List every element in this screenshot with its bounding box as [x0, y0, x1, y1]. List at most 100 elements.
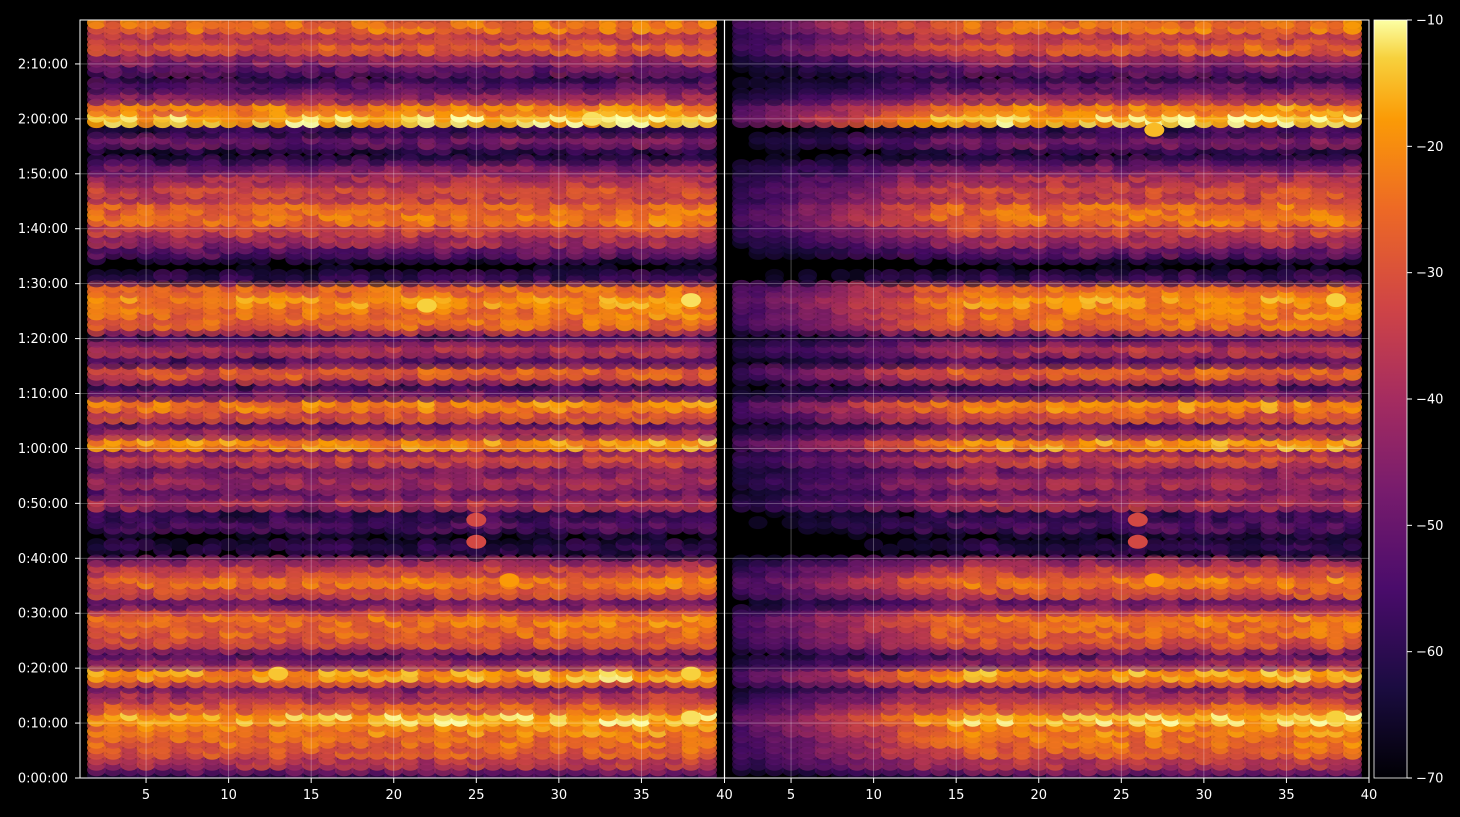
heatmap-cell [103, 153, 123, 167]
heatmap-cell [565, 554, 585, 568]
heatmap-cell [318, 153, 338, 167]
heatmap-cell [433, 268, 453, 282]
heatmap-cell [186, 543, 206, 557]
heatmap-cell [565, 263, 585, 277]
heatmap-cell [235, 554, 255, 568]
heatmap-cell [598, 263, 618, 277]
heatmap-cell [153, 76, 173, 90]
heatmap-cell [153, 538, 173, 552]
heatmap-cell [103, 554, 123, 568]
heatmap-cell [87, 538, 106, 552]
heatmap-cell [483, 538, 503, 552]
heatmap-cell [318, 263, 338, 277]
heatmap-cell [532, 554, 552, 568]
heatmap-cell [219, 268, 239, 282]
heatmap-cell [219, 76, 239, 90]
heatmap-cell [334, 538, 354, 552]
heatmap-cell [285, 153, 305, 167]
heatmap-cell [169, 153, 189, 167]
heatmap-cell [120, 153, 139, 167]
heatmap-cell [103, 538, 123, 552]
heatmap-cell [202, 538, 222, 552]
heatmap-cell [549, 153, 569, 167]
heatmap-cell [87, 76, 106, 90]
heatmap-cell [318, 554, 338, 568]
heatmap-cell [367, 538, 387, 552]
heatmap-cell [516, 268, 536, 282]
heatmap-cell [367, 554, 387, 568]
heatmap-cell [103, 268, 123, 282]
heatmap-cell [433, 538, 453, 552]
heatmap-cell [87, 554, 106, 568]
heatmap-cell [499, 554, 519, 568]
heatmap-cell [318, 76, 338, 90]
heatmap-cell [219, 538, 239, 552]
heatmap-cell [582, 153, 602, 167]
heatmap-cell [252, 263, 272, 277]
heatmap-cell [466, 268, 486, 282]
heatmap-cell [301, 538, 321, 552]
heatmap-cell [153, 268, 173, 282]
heatmap-cell [565, 538, 585, 552]
heatmap-cell [268, 538, 288, 552]
heatmap-cell [120, 268, 139, 282]
heatmap-cell [631, 268, 651, 282]
heatmap-cell [252, 153, 272, 167]
heatmap-cell [186, 268, 206, 282]
heatmap-cell [648, 554, 668, 568]
heatmap-cell [235, 263, 255, 277]
heatmap-cell [384, 268, 404, 282]
heatmap-cell [549, 263, 569, 277]
heatmap-cell [235, 153, 255, 167]
heatmap-cell [219, 153, 239, 167]
heatmap-cell [235, 538, 255, 552]
heatmap-cell [516, 554, 536, 568]
heatmap-cell [665, 263, 684, 277]
heatmap-cell [648, 153, 668, 167]
heatmap-cell [219, 554, 239, 568]
heatmap-cell [516, 538, 536, 552]
heatmap-cell [450, 153, 470, 167]
heatmap-cell [450, 268, 470, 282]
heatmap-cell [450, 554, 470, 568]
heatmap-left-panel [87, 20, 717, 778]
heatmap-cell [301, 268, 321, 282]
heatmap-cell [186, 554, 206, 568]
heatmap-cell [351, 153, 371, 167]
heatmap-cell [153, 554, 173, 568]
heatmap-cell [169, 538, 189, 552]
heatmap-cell [665, 153, 684, 167]
heatmap-cell [87, 153, 106, 167]
heatmap-cell [648, 268, 668, 282]
heatmap-cell [334, 153, 354, 167]
heatmap-cell [120, 538, 139, 552]
heatmap-cell [400, 554, 420, 568]
heatmap-cell [400, 538, 420, 552]
heatmap-cell [186, 76, 206, 90]
heatmap-cell [582, 263, 602, 277]
heatmap-cell [532, 263, 552, 277]
heatmap-cell [136, 538, 156, 552]
heatmap-cell [615, 532, 635, 546]
heatmap-cell [698, 538, 717, 552]
heatmap-cell [252, 538, 272, 552]
heatmap-cell [169, 268, 189, 282]
heatmap-cell [549, 76, 569, 90]
heatmap-cell [301, 153, 321, 167]
heatmap-cell [252, 554, 272, 568]
heatmap-cell [549, 538, 569, 552]
heatmap-cell [598, 538, 618, 552]
heatmap-cell [499, 268, 519, 282]
heatmap-cell [417, 538, 437, 552]
heatmap-cell [400, 268, 420, 282]
heatmap-cell [367, 76, 387, 90]
heatmap-cell [334, 554, 354, 568]
heatmap-cell [120, 554, 139, 568]
heatmap-cell [615, 76, 635, 90]
heatmap-cell [268, 153, 288, 167]
heatmap-cell [698, 263, 717, 277]
heatmap-cell [285, 268, 305, 282]
heatmap-cell [351, 554, 371, 568]
heatmap-cell [549, 554, 569, 568]
